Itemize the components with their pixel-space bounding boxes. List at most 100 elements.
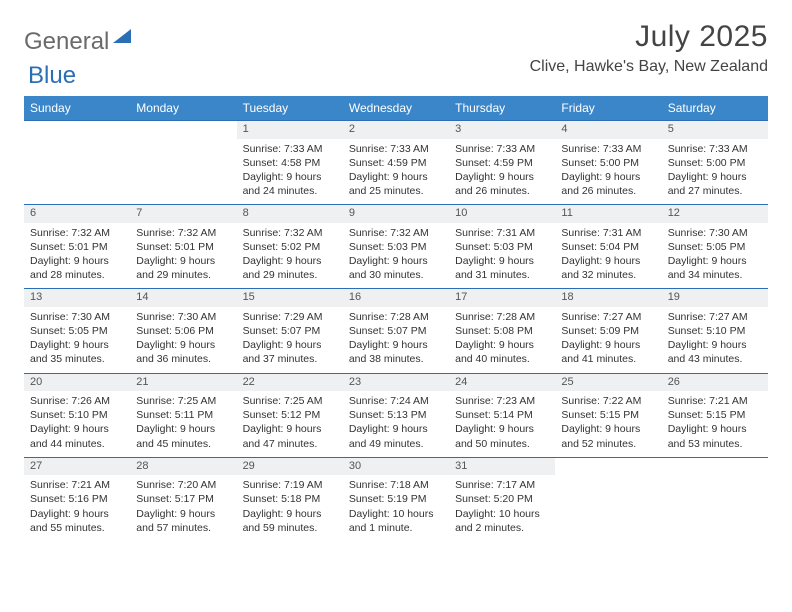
- day-cell: Sunrise: 7:27 AMSunset: 5:10 PMDaylight:…: [662, 307, 768, 373]
- empty-day-number: [130, 121, 236, 139]
- daylight-text: Daylight: 9 hours and 52 minutes.: [561, 422, 655, 450]
- day-header: Saturday: [662, 96, 768, 121]
- sunset-text: Sunset: 5:19 PM: [349, 492, 443, 506]
- day-header: Tuesday: [237, 96, 343, 121]
- brand-triangle-icon: [113, 29, 131, 43]
- sunrise-text: Sunrise: 7:21 AM: [30, 478, 124, 492]
- sunset-text: Sunset: 5:01 PM: [30, 240, 124, 254]
- sunrise-text: Sunrise: 7:27 AM: [561, 310, 655, 324]
- day-number: 27: [24, 457, 130, 475]
- sunrise-text: Sunrise: 7:23 AM: [455, 394, 549, 408]
- sunset-text: Sunset: 5:16 PM: [30, 492, 124, 506]
- empty-day-number: [662, 457, 768, 475]
- empty-day-cell: [24, 139, 130, 205]
- day-cell: Sunrise: 7:24 AMSunset: 5:13 PMDaylight:…: [343, 391, 449, 457]
- day-content-row: Sunrise: 7:26 AMSunset: 5:10 PMDaylight:…: [24, 391, 768, 457]
- day-number: 8: [237, 205, 343, 223]
- sunset-text: Sunset: 5:03 PM: [349, 240, 443, 254]
- day-number: 25: [555, 373, 661, 391]
- day-cell: Sunrise: 7:17 AMSunset: 5:20 PMDaylight:…: [449, 475, 555, 541]
- sunrise-text: Sunrise: 7:33 AM: [668, 142, 762, 156]
- day-number: 4: [555, 121, 661, 139]
- sunset-text: Sunset: 5:08 PM: [455, 324, 549, 338]
- daylight-text: Daylight: 9 hours and 57 minutes.: [136, 507, 230, 535]
- day-cell: Sunrise: 7:23 AMSunset: 5:14 PMDaylight:…: [449, 391, 555, 457]
- sunset-text: Sunset: 5:07 PM: [243, 324, 337, 338]
- day-header-row: SundayMondayTuesdayWednesdayThursdayFrid…: [24, 96, 768, 121]
- day-number: 29: [237, 457, 343, 475]
- daylight-text: Daylight: 9 hours and 53 minutes.: [668, 422, 762, 450]
- day-number: 14: [130, 289, 236, 307]
- day-content-row: Sunrise: 7:30 AMSunset: 5:05 PMDaylight:…: [24, 307, 768, 373]
- daylight-text: Daylight: 9 hours and 35 minutes.: [30, 338, 124, 366]
- daylight-text: Daylight: 9 hours and 27 minutes.: [668, 170, 762, 198]
- day-number: 5: [662, 121, 768, 139]
- daylight-text: Daylight: 10 hours and 1 minute.: [349, 507, 443, 535]
- day-header: Monday: [130, 96, 236, 121]
- day-number: 13: [24, 289, 130, 307]
- sunset-text: Sunset: 5:20 PM: [455, 492, 549, 506]
- day-cell: Sunrise: 7:31 AMSunset: 5:03 PMDaylight:…: [449, 223, 555, 289]
- day-number: 19: [662, 289, 768, 307]
- day-cell: Sunrise: 7:20 AMSunset: 5:17 PMDaylight:…: [130, 475, 236, 541]
- day-header: Sunday: [24, 96, 130, 121]
- sunrise-text: Sunrise: 7:33 AM: [243, 142, 337, 156]
- daylight-text: Daylight: 9 hours and 50 minutes.: [455, 422, 549, 450]
- day-number: 16: [343, 289, 449, 307]
- calendar-head: SundayMondayTuesdayWednesdayThursdayFrid…: [24, 96, 768, 121]
- empty-day-cell: [662, 475, 768, 541]
- day-number: 15: [237, 289, 343, 307]
- daylight-text: Daylight: 9 hours and 40 minutes.: [455, 338, 549, 366]
- sunset-text: Sunset: 5:11 PM: [136, 408, 230, 422]
- day-number-row: 2728293031: [24, 457, 768, 475]
- sunrise-text: Sunrise: 7:32 AM: [30, 226, 124, 240]
- daylight-text: Daylight: 9 hours and 45 minutes.: [136, 422, 230, 450]
- sunrise-text: Sunrise: 7:30 AM: [136, 310, 230, 324]
- sunset-text: Sunset: 5:15 PM: [561, 408, 655, 422]
- sunset-text: Sunset: 4:59 PM: [349, 156, 443, 170]
- daylight-text: Daylight: 9 hours and 26 minutes.: [455, 170, 549, 198]
- day-header: Wednesday: [343, 96, 449, 121]
- day-cell: Sunrise: 7:30 AMSunset: 5:06 PMDaylight:…: [130, 307, 236, 373]
- day-number: 2: [343, 121, 449, 139]
- day-cell: Sunrise: 7:19 AMSunset: 5:18 PMDaylight:…: [237, 475, 343, 541]
- day-number: 3: [449, 121, 555, 139]
- empty-day-cell: [130, 139, 236, 205]
- sunrise-text: Sunrise: 7:31 AM: [455, 226, 549, 240]
- day-cell: Sunrise: 7:18 AMSunset: 5:19 PMDaylight:…: [343, 475, 449, 541]
- sunrise-text: Sunrise: 7:24 AM: [349, 394, 443, 408]
- sunrise-text: Sunrise: 7:25 AM: [243, 394, 337, 408]
- day-number: 28: [130, 457, 236, 475]
- daylight-text: Daylight: 9 hours and 44 minutes.: [30, 422, 124, 450]
- day-number: 18: [555, 289, 661, 307]
- day-number: 23: [343, 373, 449, 391]
- sunset-text: Sunset: 5:06 PM: [136, 324, 230, 338]
- daylight-text: Daylight: 9 hours and 38 minutes.: [349, 338, 443, 366]
- day-cell: Sunrise: 7:28 AMSunset: 5:07 PMDaylight:…: [343, 307, 449, 373]
- day-number-row: 6789101112: [24, 205, 768, 223]
- daylight-text: Daylight: 9 hours and 28 minutes.: [30, 254, 124, 282]
- daylight-text: Daylight: 9 hours and 43 minutes.: [668, 338, 762, 366]
- sunrise-text: Sunrise: 7:19 AM: [243, 478, 337, 492]
- daylight-text: Daylight: 10 hours and 2 minutes.: [455, 507, 549, 535]
- month-title: July 2025: [530, 20, 768, 54]
- day-cell: Sunrise: 7:25 AMSunset: 5:12 PMDaylight:…: [237, 391, 343, 457]
- sunset-text: Sunset: 5:17 PM: [136, 492, 230, 506]
- day-cell: Sunrise: 7:26 AMSunset: 5:10 PMDaylight:…: [24, 391, 130, 457]
- sunset-text: Sunset: 4:58 PM: [243, 156, 337, 170]
- sunrise-text: Sunrise: 7:32 AM: [136, 226, 230, 240]
- sunset-text: Sunset: 5:03 PM: [455, 240, 549, 254]
- sunrise-text: Sunrise: 7:22 AM: [561, 394, 655, 408]
- daylight-text: Daylight: 9 hours and 34 minutes.: [668, 254, 762, 282]
- day-number: 1: [237, 121, 343, 139]
- sunset-text: Sunset: 5:09 PM: [561, 324, 655, 338]
- day-cell: Sunrise: 7:22 AMSunset: 5:15 PMDaylight:…: [555, 391, 661, 457]
- sunrise-text: Sunrise: 7:30 AM: [30, 310, 124, 324]
- daylight-text: Daylight: 9 hours and 37 minutes.: [243, 338, 337, 366]
- daylight-text: Daylight: 9 hours and 25 minutes.: [349, 170, 443, 198]
- day-content-row: Sunrise: 7:33 AMSunset: 4:58 PMDaylight:…: [24, 139, 768, 205]
- day-cell: Sunrise: 7:33 AMSunset: 4:59 PMDaylight:…: [343, 139, 449, 205]
- day-cell: Sunrise: 7:25 AMSunset: 5:11 PMDaylight:…: [130, 391, 236, 457]
- day-cell: Sunrise: 7:21 AMSunset: 5:15 PMDaylight:…: [662, 391, 768, 457]
- daylight-text: Daylight: 9 hours and 24 minutes.: [243, 170, 337, 198]
